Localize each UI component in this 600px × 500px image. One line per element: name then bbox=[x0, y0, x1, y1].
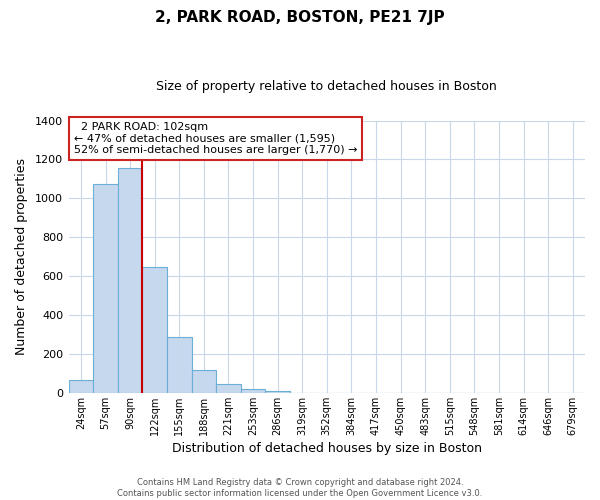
Bar bbox=[93, 184, 118, 393]
Bar bbox=[167, 338, 191, 393]
Text: Contains HM Land Registry data © Crown copyright and database right 2024.
Contai: Contains HM Land Registry data © Crown c… bbox=[118, 478, 482, 498]
Y-axis label: Number of detached properties: Number of detached properties bbox=[15, 158, 28, 355]
Bar bbox=[68, 380, 93, 393]
Bar bbox=[241, 389, 265, 393]
X-axis label: Distribution of detached houses by size in Boston: Distribution of detached houses by size … bbox=[172, 442, 482, 455]
Bar bbox=[191, 370, 216, 393]
Title: Size of property relative to detached houses in Boston: Size of property relative to detached ho… bbox=[157, 80, 497, 93]
Bar bbox=[216, 384, 241, 393]
Text: 2, PARK ROAD, BOSTON, PE21 7JP: 2, PARK ROAD, BOSTON, PE21 7JP bbox=[155, 10, 445, 25]
Bar bbox=[142, 268, 167, 393]
Bar bbox=[118, 168, 142, 393]
Bar bbox=[265, 391, 290, 393]
Text: 2 PARK ROAD: 102sqm  
← 47% of detached houses are smaller (1,595)
52% of semi-d: 2 PARK ROAD: 102sqm ← 47% of detached ho… bbox=[74, 122, 357, 155]
